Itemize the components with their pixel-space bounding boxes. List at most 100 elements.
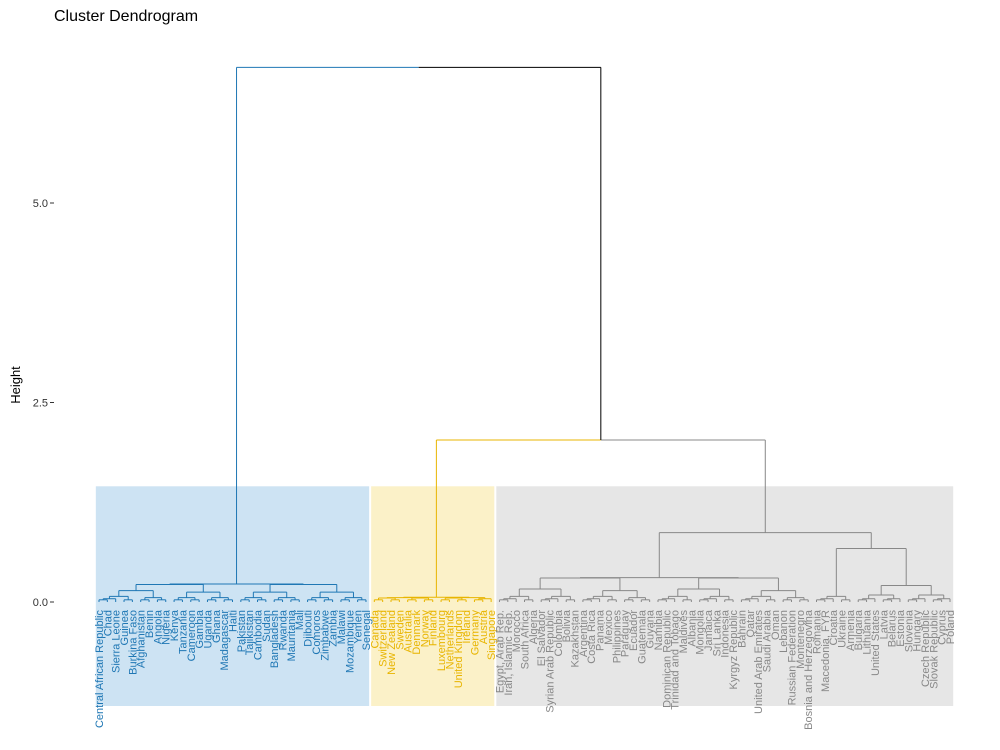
leaf-label: Mongolia: [695, 609, 707, 655]
leaf-label: Poland: [945, 610, 957, 644]
leaf-label: Namibia: [653, 609, 665, 650]
leaf-label: Iran, Islamic Rep.: [503, 610, 515, 696]
leaf-label: Hungary: [912, 610, 924, 652]
leaf-label: Malawi: [336, 610, 348, 644]
leaf-label: Maldives: [678, 610, 690, 654]
leaf-label: Jamaica: [703, 609, 715, 651]
leaf-label: Chad: [102, 610, 114, 636]
leaf-label: Oman: [770, 610, 782, 640]
leaf-label: Luxembourg: [436, 610, 448, 671]
leaf-label: Afghanistan: [136, 610, 148, 668]
leaf-label: Indonesia: [720, 609, 732, 658]
leaf-label: Comoros: [311, 610, 323, 655]
leaf-label: Czech Republic: [920, 610, 932, 688]
leaf-label: Tanzania: [177, 609, 189, 654]
leaf-label: Central African Republic: [94, 610, 106, 729]
y-axis: 0.0 2.5 5.0: [33, 198, 54, 609]
cluster-rect-2: [371, 486, 495, 706]
leaf-label: Bosnia and Herzegovina: [803, 609, 815, 730]
leaf-label: Norway: [419, 610, 431, 648]
leaf-label: Kazakhstan: [570, 610, 582, 667]
leaf-label: Yemen: [353, 610, 365, 644]
leaf-label: Madagascar: [219, 610, 231, 671]
cluster-rect-1: [95, 486, 370, 706]
leaf-label: Egypt, Arab Rep.: [494, 610, 506, 693]
leaf-label: Benin: [144, 610, 156, 638]
leaf-label: Trinidad and Tobago: [670, 610, 682, 710]
leaf-label: Tajikistan: [244, 610, 256, 655]
leaf-label: Sierra Leone: [111, 610, 123, 673]
leaf-label: Switzerland: [378, 610, 390, 667]
leaf-label: Saudi Arabia: [761, 609, 773, 672]
leaf-label: Angola: [152, 609, 164, 644]
leaf-label: Ireland: [461, 610, 473, 644]
leaf-label: Bolivia: [561, 609, 573, 642]
leaf-label: Rwanda: [278, 609, 290, 650]
leaf-label: El Salvador: [536, 610, 548, 667]
leaf-label: United States: [870, 610, 882, 677]
leaf-label: Kenya: [169, 609, 181, 641]
leaf-label: Bulgaria: [853, 609, 865, 650]
leaf-label: Armenia: [845, 609, 857, 651]
leaf-label: South Africa: [520, 609, 532, 669]
leaf-label: Costa Rica: [586, 609, 598, 664]
chart-title: Cluster Dendrogram: [54, 8, 198, 25]
leaf-label: Argentina: [578, 609, 590, 657]
y-axis-title: Height: [8, 366, 23, 404]
leaf-label: Syrian Arab Republic: [545, 610, 557, 713]
leaf-label: Haiti: [227, 610, 239, 632]
leaf-label: Denmark: [411, 610, 423, 655]
leaf-label: Romania: [812, 609, 824, 654]
leaf-label: Lithuania: [862, 609, 874, 655]
leaf-label: Gambia: [194, 609, 206, 648]
leaf-label: Belarus: [887, 610, 899, 648]
leaf-label: Bahrain: [736, 610, 748, 648]
leaf-label: Lebanon: [778, 610, 790, 653]
leaf-label: Montenegro: [795, 610, 807, 669]
leaf-label: Morocco: [511, 610, 523, 652]
leaf-label: Algeria: [528, 609, 540, 644]
leaf-label: Qatar: [745, 610, 757, 638]
y-tick-label: 5.0: [33, 198, 48, 210]
leaf-label: Latvia: [878, 609, 890, 639]
leaf-label: Kyrgyz Republic: [728, 610, 740, 690]
leaf-label: Philippines: [611, 610, 623, 664]
leaf-label: Croatia: [828, 609, 840, 645]
leaf-label: Estonia: [895, 609, 907, 647]
leaf-label: Ecuador: [628, 610, 640, 651]
leaf-label: Albania: [686, 609, 698, 647]
leaf-label: Zambia: [328, 609, 340, 647]
leaf-label: Cyprus: [937, 610, 949, 645]
leaf-label: Australia: [403, 609, 415, 653]
leaf-label: Mauritania: [286, 609, 298, 661]
leaf-label: Zimbabwe: [319, 610, 331, 661]
leaf-label: Singapore: [486, 610, 498, 660]
leaf-label: New Zealand: [386, 610, 398, 675]
cluster-rects: [95, 486, 954, 706]
leaf-label: Ukraine: [837, 610, 849, 648]
leaf-label: Pakistan: [236, 610, 248, 652]
leaf-label: Dominican Republic: [661, 610, 673, 708]
leaf-label: Senegal: [361, 610, 373, 650]
leaf-label: Guyana: [645, 609, 657, 648]
leaf-label: Djibouti: [303, 610, 315, 647]
dendrogram-links: [98, 66, 951, 602]
leaf-label: Paraguay: [620, 610, 632, 658]
leaf-label: Sweden: [394, 610, 406, 650]
leaf-label: Guatemala: [636, 609, 648, 664]
leaf-label: Netherlands: [444, 610, 456, 670]
leaf-label: Slovak Republic: [928, 610, 940, 689]
leaf-label: Slovenia: [903, 609, 915, 652]
leaf-label: Sudan: [261, 610, 273, 642]
leaf-label: Mali: [294, 610, 306, 630]
leaf-label: Austria: [478, 609, 490, 644]
leaf-label: Uganda: [202, 609, 214, 648]
leaf-label: Nigeria: [161, 609, 173, 645]
y-tick-label: 2.5: [33, 398, 48, 410]
leaf-label: United Arab Emirates: [753, 610, 765, 714]
leaf-label: Cameroon: [186, 610, 198, 661]
leaf-label: Panama: [595, 609, 607, 651]
leaf-label: Finland: [428, 610, 440, 646]
